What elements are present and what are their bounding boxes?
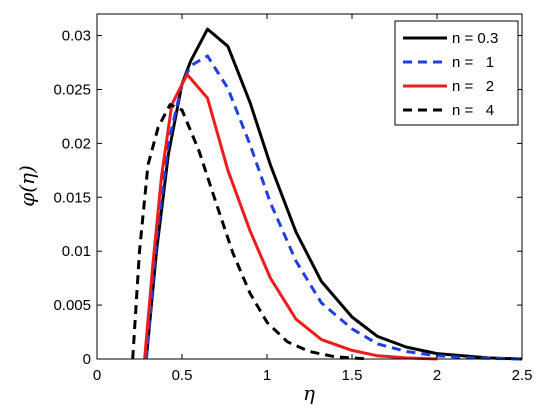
x-tick-label: 1.5 (342, 367, 363, 384)
legend-label-1: n = 0.3 (452, 30, 498, 47)
plot-frame (96, 13, 523, 360)
y-tick-label: 0 (83, 351, 91, 368)
x-tick-label: 1 (263, 367, 271, 384)
legend-label-4: n = 4 (452, 102, 494, 119)
y-axis-label: φ(η) (15, 165, 39, 207)
legend-label-3: n = 2 (452, 78, 494, 95)
y-tick-label: 0.01 (62, 243, 91, 260)
x-tick-label: 0 (93, 367, 101, 384)
legend: n = 0.3 n = 1 n = 2 n = 4 (394, 20, 519, 126)
x-tick-label: 2.5 (512, 367, 533, 384)
legend-label-2: n = 1 (452, 54, 494, 71)
series-layer (131, 27, 523, 361)
y-tick-label: 0.03 (62, 28, 91, 45)
series-line-2 (144, 54, 523, 361)
ticks-layer: 0 0.5 1 1.5 2 2.5 0 0.005 0.01 0.015 0.02 0.025 0.03 (53, 14, 532, 384)
x-tick-label: 2 (433, 367, 441, 384)
series-line-4 (131, 103, 370, 361)
y-tick-label: 0.015 (53, 189, 91, 206)
series-line-1 (144, 27, 523, 361)
series-line-3 (143, 72, 438, 361)
y-tick-label: 0.005 (53, 297, 91, 314)
y-tick-label: 0.02 (62, 135, 91, 152)
x-tick-label: 0.5 (172, 367, 193, 384)
x-axis-label: η (303, 381, 315, 405)
y-tick-label: 0.025 (53, 81, 91, 98)
